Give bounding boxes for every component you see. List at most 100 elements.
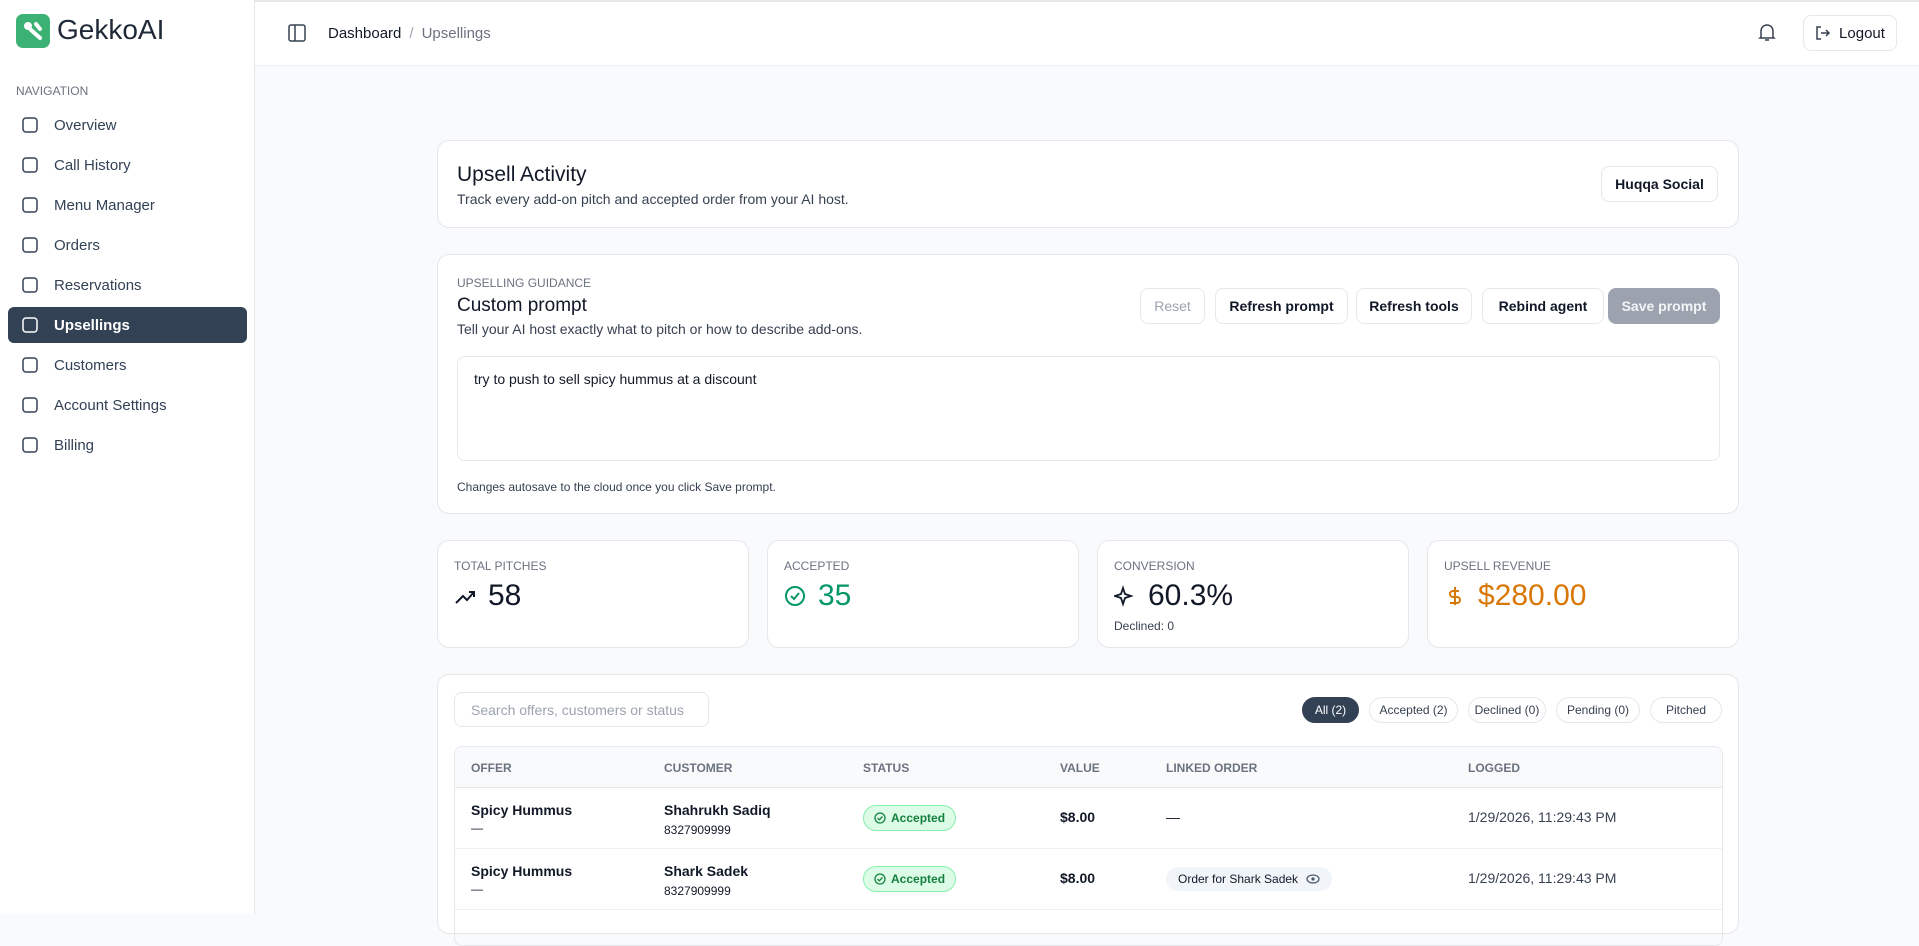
stat-sub: Declined: 0 bbox=[1114, 619, 1175, 633]
nav-item[interactable]: Account Settings bbox=[8, 387, 247, 423]
search-input[interactable]: Search offers, customers or status bbox=[454, 692, 709, 727]
nav-text: Account Settings bbox=[54, 396, 167, 414]
nav-item[interactable]: Upsellings bbox=[8, 307, 247, 343]
table-row: Spicy Hummus — Shahrukh Sadiq 8327909999… bbox=[455, 788, 1722, 849]
guidance-card: UPSELLING GUIDANCE Custom prompt Tell yo… bbox=[437, 254, 1739, 514]
nav-text: Reservations bbox=[54, 276, 142, 294]
column-header: OFFER bbox=[471, 761, 512, 775]
search-placeholder: Search offers, customers or status bbox=[471, 702, 684, 718]
phone: 8327909999 bbox=[664, 823, 731, 837]
nav-item[interactable]: Reservations bbox=[8, 267, 247, 303]
nav-text: Overview bbox=[54, 116, 117, 134]
column-header: LOGGED bbox=[1468, 761, 1521, 775]
breadcrumb-link[interactable]: Dashboard bbox=[328, 25, 402, 42]
logout-button[interactable]: Logout bbox=[1803, 15, 1897, 51]
linked-order: Order for Shark Sadek bbox=[1178, 872, 1299, 886]
filter-chip[interactable]: Pending (0) bbox=[1556, 697, 1640, 723]
guidance-eyebrow: UPSELLING GUIDANCE bbox=[457, 276, 592, 290]
nav-text: Menu Manager bbox=[54, 196, 155, 214]
column-header: CUSTOMER bbox=[664, 761, 733, 775]
offer-sub: — bbox=[471, 821, 483, 835]
linked-order-chip[interactable]: Order for Shark Sadek bbox=[1166, 867, 1333, 891]
sidebar-toggle[interactable] bbox=[288, 24, 306, 42]
upsell-table: OFFER CUSTOMER STATUS VALUE LINKED ORDER LOGG… bbox=[454, 746, 1723, 946]
column-header: VALUE bbox=[1060, 761, 1100, 775]
stat-value-row: 60.3% bbox=[1114, 579, 1233, 613]
nav-icon bbox=[22, 397, 38, 413]
stat-value-row: 35 bbox=[784, 579, 851, 613]
refresh-prompt-button[interactable]: Refresh prompt bbox=[1215, 288, 1348, 324]
offer: Spicy Hummus bbox=[471, 802, 573, 818]
table-card: Search offers, customers or status All (… bbox=[437, 674, 1739, 946]
stat-card: ACCEPTED 35 bbox=[767, 540, 1079, 648]
column-header: STATUS bbox=[863, 761, 910, 775]
nav-item[interactable]: Billing bbox=[8, 427, 247, 463]
offer: Spicy Hummus bbox=[471, 863, 573, 879]
brand: GekkoAI bbox=[57, 14, 165, 45]
guidance-title: Custom prompt bbox=[457, 295, 587, 316]
status: Accepted bbox=[891, 872, 946, 886]
activity-subtitle: Track every add-on pitch and accepted or… bbox=[457, 191, 849, 207]
value: $8.00 bbox=[1060, 870, 1096, 886]
nav-item[interactable]: Orders bbox=[8, 227, 247, 263]
stat-label: CONVERSION bbox=[1114, 559, 1195, 573]
filter-chip[interactable]: Pitched bbox=[1650, 697, 1722, 723]
stat-card: UPSELL REVENUE $280.00 bbox=[1427, 540, 1739, 648]
reset-button[interactable]: Reset bbox=[1140, 288, 1205, 324]
activity-card: Upsell Activity Track every add-on pitch… bbox=[437, 140, 1739, 228]
nav-item[interactable]: Menu Manager bbox=[8, 187, 247, 223]
bell-icon[interactable] bbox=[1758, 23, 1776, 43]
breadcrumb-sep: / bbox=[409, 25, 414, 42]
logged: 1/29/2026, 11:29:43 PM bbox=[1468, 809, 1617, 825]
nav-label: NAVIGATION bbox=[16, 84, 89, 98]
stat-value-row: 58 bbox=[454, 579, 521, 613]
save-prompt-button[interactable]: Save prompt bbox=[1608, 288, 1720, 324]
sidebar: GekkoAI NAVIGATION Overview Call History M… bbox=[0, 0, 255, 914]
prompt-textarea[interactable]: try to push to sell spicy hummus at a di… bbox=[457, 356, 1720, 461]
status-badge: Accepted bbox=[863, 805, 957, 831]
nav-item[interactable]: Call History bbox=[8, 147, 247, 183]
phone: 8327909999 bbox=[664, 884, 731, 898]
stat-label: UPSELL REVENUE bbox=[1444, 559, 1551, 573]
filter-chip[interactable]: All (2) bbox=[1302, 697, 1359, 723]
stat-value: $280.00 bbox=[1478, 579, 1587, 612]
nav-item[interactable]: Overview bbox=[8, 107, 247, 143]
nav-icon bbox=[22, 157, 38, 173]
customer: Shark Sadek bbox=[664, 863, 749, 879]
table-header: OFFER CUSTOMER STATUS VALUE LINKED ORDER LOGG… bbox=[455, 747, 1722, 788]
nav-icon bbox=[22, 237, 38, 253]
column-header: LINKED ORDER bbox=[1166, 761, 1258, 775]
logged: 1/29/2026, 11:29:43 PM bbox=[1468, 870, 1617, 886]
nav-item[interactable]: Customers bbox=[8, 347, 247, 383]
stat-icon bbox=[1449, 587, 1461, 605]
logout-text: Logout bbox=[1839, 24, 1885, 42]
filter-chip[interactable]: Accepted (2) bbox=[1369, 697, 1458, 723]
nav-text: Upsellings bbox=[54, 316, 130, 334]
offer-sub: — bbox=[471, 882, 483, 896]
table-row: Spicy Hummus — Shark Sadek 8327909999 Ac… bbox=[455, 849, 1722, 910]
nav-text: Customers bbox=[54, 356, 127, 374]
stat-card: TOTAL PITCHES 58 bbox=[437, 540, 749, 648]
stat-label: ACCEPTED bbox=[784, 559, 850, 573]
stat-card: CONVERSION 60.3% Declined: 0 bbox=[1097, 540, 1409, 648]
nav-icon bbox=[22, 277, 38, 293]
nav-icon bbox=[22, 117, 38, 133]
guidance-note: Changes autosave to the cloud once you c… bbox=[457, 480, 776, 494]
nav-text: Orders bbox=[54, 236, 100, 254]
stat-label: TOTAL PITCHES bbox=[454, 559, 547, 573]
stat-icon bbox=[1114, 585, 1134, 607]
logo-icon bbox=[16, 14, 50, 48]
stat-value-row: $280.00 bbox=[1444, 579, 1586, 613]
rebind-agent-button[interactable]: Rebind agent bbox=[1482, 288, 1604, 324]
value: $8.00 bbox=[1060, 809, 1096, 825]
venue-button[interactable]: Huqqa Social bbox=[1601, 166, 1718, 202]
guidance-subtitle: Tell your AI host exactly what to pitch … bbox=[457, 321, 863, 337]
nav-icon bbox=[22, 197, 38, 213]
refresh-tools-button[interactable]: Refresh tools bbox=[1356, 288, 1472, 324]
topbar: Dashboard / Upsellings Logout bbox=[255, 0, 1919, 66]
filter-chip[interactable]: Declined (0) bbox=[1468, 697, 1546, 723]
customer: Shahrukh Sadiq bbox=[664, 802, 771, 818]
breadcrumb-current: Upsellings bbox=[421, 25, 491, 42]
stat-icon bbox=[455, 591, 475, 604]
